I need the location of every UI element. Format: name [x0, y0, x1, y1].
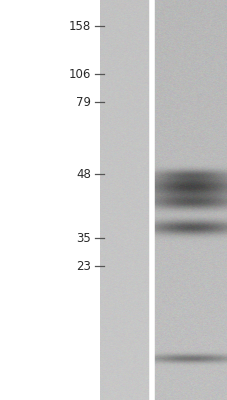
Text: 48: 48: [76, 168, 91, 180]
Text: 79: 79: [76, 96, 91, 108]
Text: 35: 35: [76, 232, 91, 244]
Bar: [0, 0, 100, 400]
Text: 23: 23: [76, 260, 91, 272]
Text: 106: 106: [69, 68, 91, 80]
Text: 158: 158: [69, 20, 91, 32]
